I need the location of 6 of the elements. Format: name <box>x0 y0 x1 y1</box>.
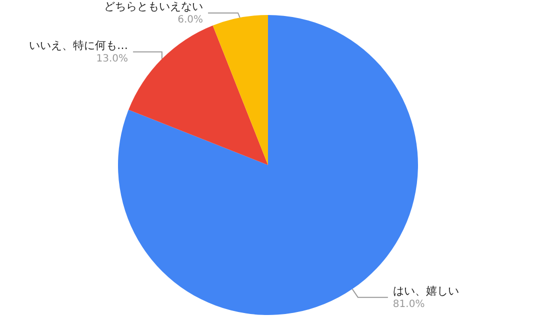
data-label: 13.0% <box>96 53 128 64</box>
slice-label: いいえ、特に何も… <box>29 38 128 52</box>
data-label: 81.0% <box>392 298 425 310</box>
data-label: 6.0% <box>178 14 204 26</box>
slice-label: どちらともいえない <box>104 0 204 13</box>
slice-label: はい、嬉しい <box>392 284 459 298</box>
